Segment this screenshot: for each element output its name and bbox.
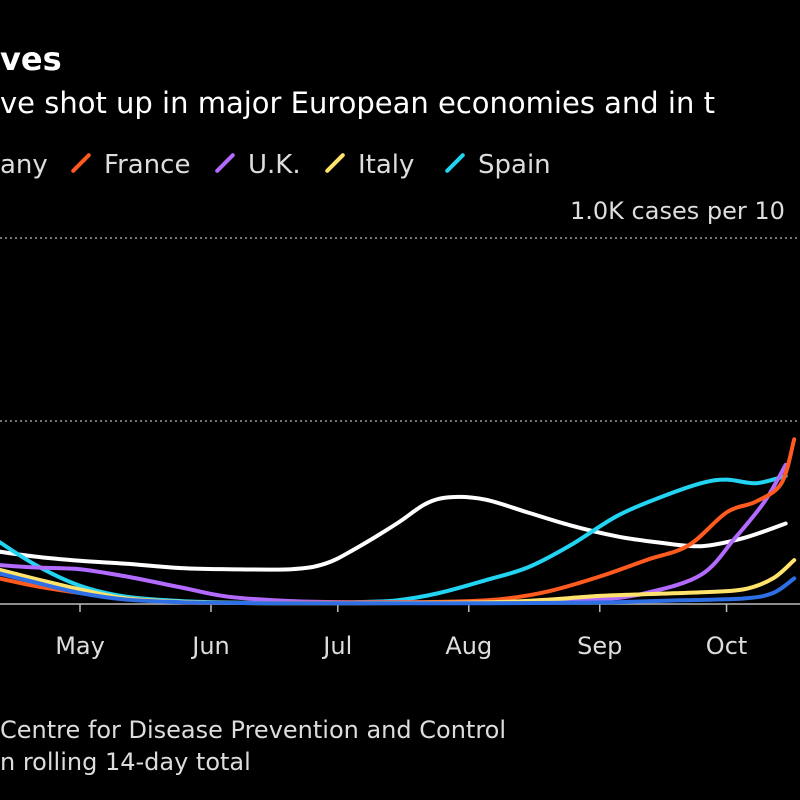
x-tick-label: Oct [706, 632, 748, 660]
x-tick-labels: May Jun Jul Aug Sep Oct [55, 632, 747, 660]
legend-label-italy: Italy [358, 150, 415, 180]
legend-label-uk: U.K. [248, 150, 301, 180]
footer-note: n rolling 14-day total [0, 748, 251, 776]
series-line-italy [0, 558, 797, 606]
series-line-spain [0, 473, 788, 605]
legend-label-germany: any [0, 150, 48, 180]
series-line-germany [0, 494, 788, 572]
legend-label-spain: Spain [478, 150, 551, 180]
chart-subtitle: ve shot up in major European economies a… [0, 86, 715, 120]
series-line-series-5 [0, 571, 797, 606]
x-tick-label: Jun [190, 632, 230, 660]
x-tick-label: Sep [577, 632, 622, 660]
x-tick-label: Jul [321, 632, 352, 660]
legend-item-uk: U.K. [212, 150, 301, 180]
footer-source: Centre for Disease Prevention and Contro… [0, 716, 507, 744]
legend-item-france: France [68, 150, 190, 180]
chart-title: ves [0, 40, 62, 78]
legend-item-italy: Italy [322, 150, 414, 180]
x-tick-marks [79, 604, 728, 612]
legend-item-spain: Spain [442, 150, 551, 180]
x-tick-label: Aug [445, 632, 492, 660]
reference-line-label: 1.0K cases per 10 [570, 197, 785, 225]
legend-item-germany: any [0, 150, 48, 180]
series-line-u-k- [0, 462, 788, 605]
series-lines [0, 437, 797, 606]
legend-label-france: France [104, 150, 191, 180]
x-tick-label: May [55, 632, 105, 660]
